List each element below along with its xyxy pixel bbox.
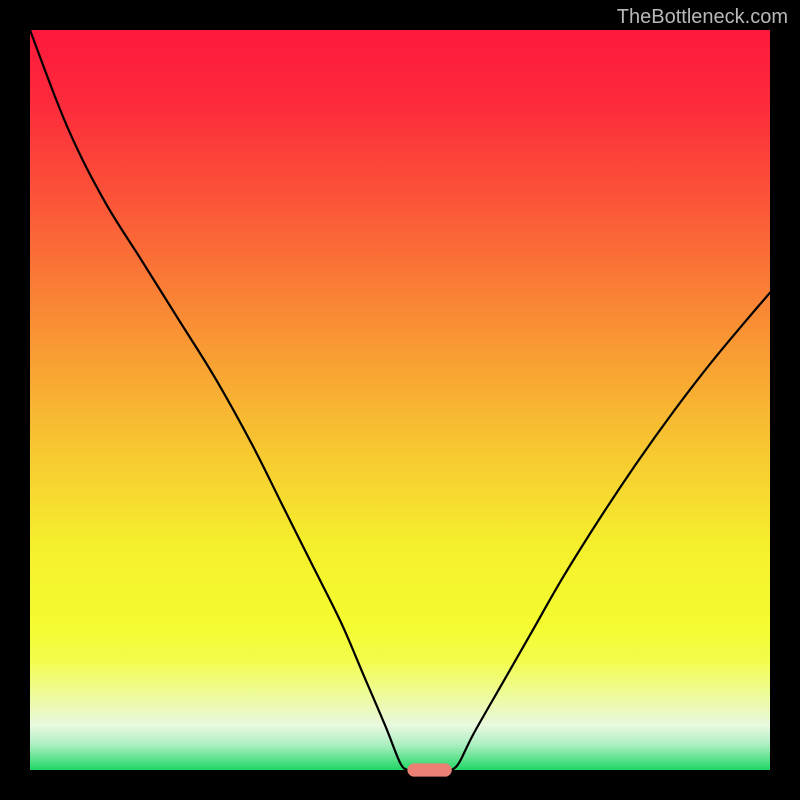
watermark-text: TheBottleneck.com: [617, 6, 788, 29]
chart-svg: [0, 0, 800, 800]
bottleneck-chart: TheBottleneck.com: [0, 0, 800, 800]
